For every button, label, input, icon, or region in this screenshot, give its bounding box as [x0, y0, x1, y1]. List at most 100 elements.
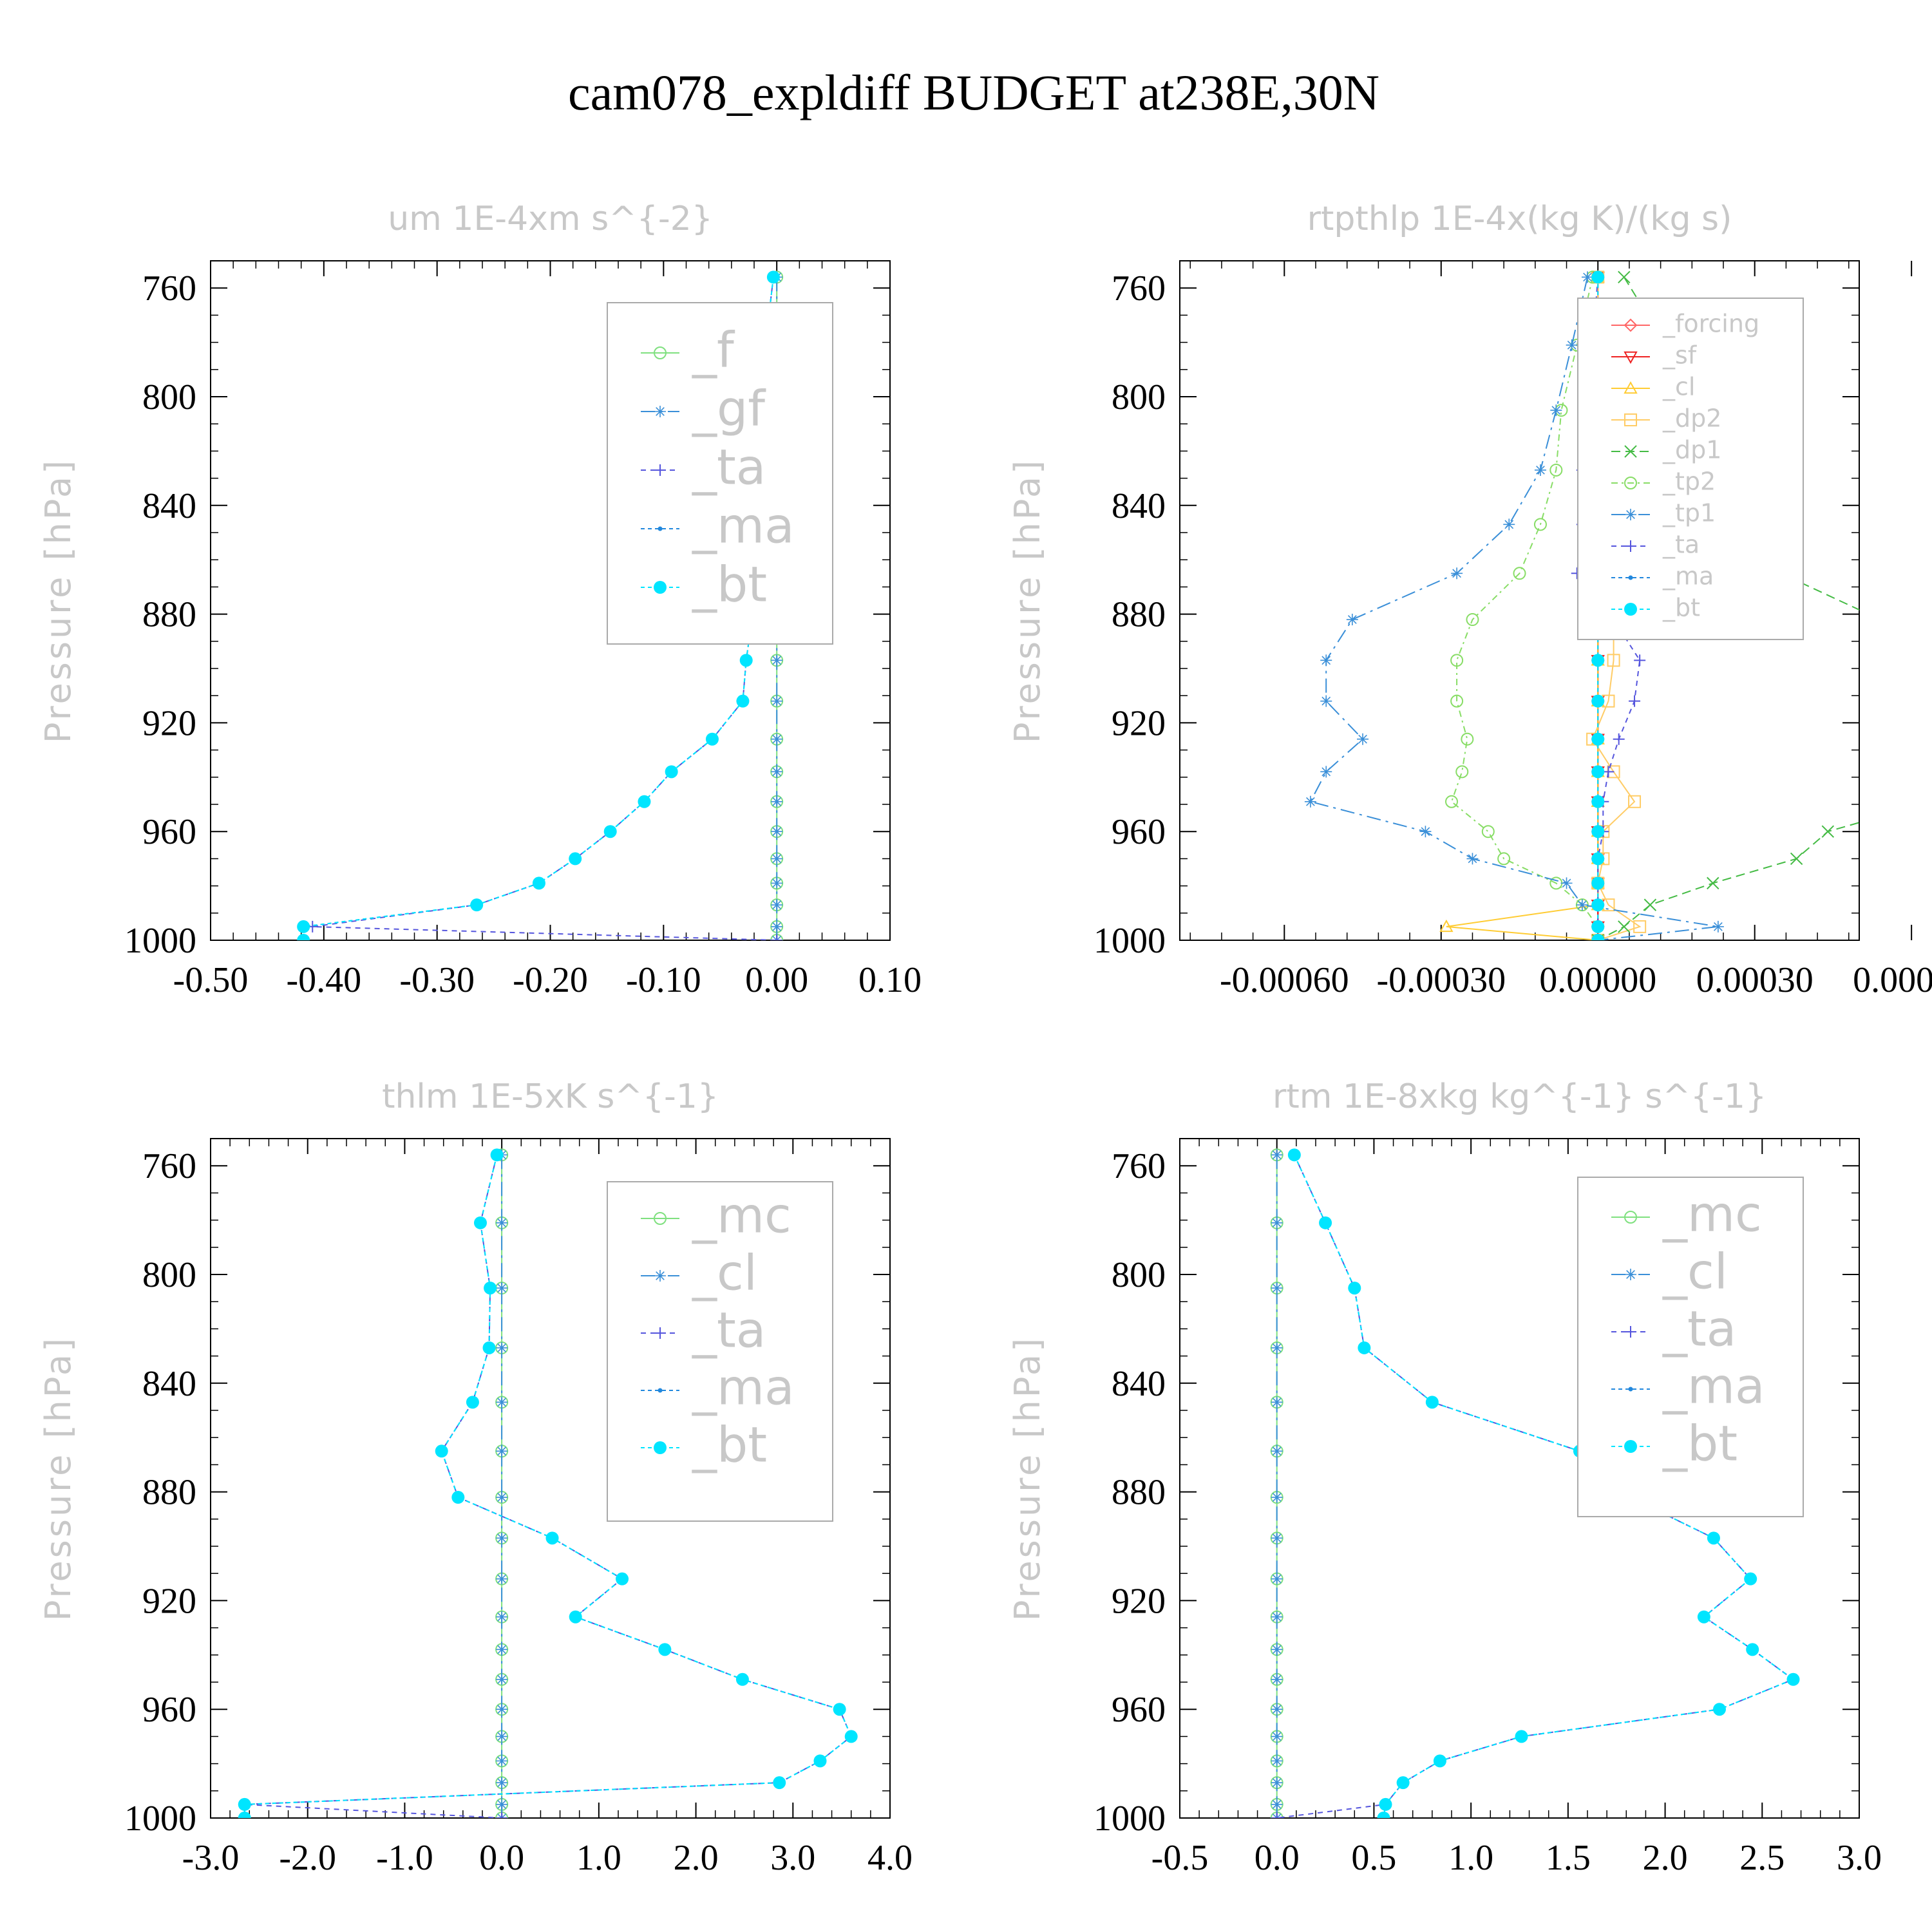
data-point [1271, 1573, 1283, 1585]
data-point [1271, 1217, 1283, 1229]
data-point [771, 877, 783, 889]
data-point [1271, 1445, 1283, 1457]
legend-entry: _bt [692, 555, 767, 612]
data-point [1271, 1149, 1283, 1161]
data-point [1419, 826, 1432, 838]
legend-marker [1624, 477, 1637, 489]
x-tick-label: -2.0 [279, 1838, 336, 1878]
data-point [496, 1673, 508, 1685]
data-point [1271, 1755, 1283, 1767]
data-point [1287, 1148, 1301, 1162]
data-point [833, 1703, 846, 1716]
data-point [435, 1444, 448, 1458]
legend-marker [1624, 413, 1637, 426]
data-point [482, 1341, 496, 1354]
series-tp1-line [1304, 271, 1724, 940]
legend-marker [654, 1212, 667, 1225]
x-tick-label: -0.5 [1151, 1838, 1209, 1878]
y-tick-label: 920 [142, 1581, 196, 1621]
legend-entry: _cl [1662, 1242, 1728, 1300]
data-point [1643, 898, 1657, 911]
data-point [1550, 404, 1562, 417]
y-tick-label: 880 [1112, 595, 1166, 635]
legend-marker [1624, 445, 1637, 458]
legend-marker [658, 526, 663, 531]
data-point [1712, 1703, 1726, 1716]
data-point [1271, 1703, 1283, 1716]
legend-entry: _ma [692, 1358, 795, 1416]
data-point [1357, 733, 1369, 745]
plot-area [1270, 1148, 1800, 1818]
legend: _mc_cl_ta_ma_bt [1577, 1177, 1804, 1517]
x-tick-label: 1.0 [1448, 1838, 1493, 1878]
legend-marker [654, 464, 666, 476]
legend-marker [654, 581, 667, 594]
data-point [1549, 463, 1563, 477]
data-point [496, 1217, 508, 1229]
data-point [616, 1572, 629, 1586]
x-tick-label: -0.30 [399, 960, 475, 1000]
data-point [1271, 1673, 1283, 1685]
panel-title: rtpthlp 1E-4x(kg K)/(kg s) [1307, 200, 1732, 238]
legend-marker [1625, 1269, 1636, 1280]
panels: um 1E-4xm s^{-2} Pressure [hPa] -0.50 -0.40… [38, 200, 1932, 1878]
data-point [496, 1396, 508, 1408]
data-point [490, 1148, 504, 1162]
series-path [1276, 1154, 1795, 1818]
data-point [1591, 270, 1605, 284]
legend-marker [1625, 540, 1636, 552]
data-point [1591, 732, 1605, 746]
y-tick-label: 960 [142, 812, 196, 852]
y-tick-label: 1000 [124, 1799, 196, 1839]
data-point [771, 795, 783, 808]
data-point [569, 852, 582, 866]
data-point [496, 1798, 508, 1810]
data-point [1534, 464, 1546, 476]
data-point [1358, 1341, 1371, 1354]
y-tick-label: 840 [1112, 486, 1166, 526]
data-point [484, 1282, 497, 1295]
legend-marker [1624, 1211, 1637, 1224]
x-tick-label: 0.0 [479, 1838, 524, 1878]
y-axis-label: Pressure [hPa] [38, 458, 79, 743]
legend-marker [1624, 351, 1638, 365]
data-point [1560, 877, 1573, 889]
data-point [238, 1812, 251, 1818]
data-point [1927, 796, 1932, 808]
data-point [1697, 1610, 1710, 1624]
series-bt-line [1287, 1148, 1800, 1818]
y-tick-label: 800 [142, 1255, 196, 1295]
data-point [1320, 695, 1332, 707]
data-point [496, 1341, 508, 1354]
data-point [496, 1730, 508, 1743]
data-point [1633, 920, 1647, 933]
data-point [658, 1643, 672, 1656]
legend-marker [1628, 1387, 1633, 1392]
y-axis-label: Pressure [hPa] [1007, 458, 1048, 743]
data-point [638, 795, 651, 808]
data-point [771, 766, 783, 778]
data-point [1613, 733, 1625, 745]
legend-marker [1625, 509, 1636, 520]
data-point [1271, 1798, 1283, 1810]
data-point [1591, 765, 1605, 779]
data-point [496, 1703, 508, 1716]
data-point [1319, 1216, 1332, 1229]
series-path [1450, 277, 1599, 940]
legend-marker [654, 1441, 667, 1454]
series-bt-line [238, 1148, 858, 1818]
data-point [297, 934, 310, 940]
legend-entry: _bt [1662, 594, 1700, 622]
data-point [1503, 518, 1515, 531]
data-point [1566, 339, 1578, 351]
data-point [1346, 614, 1358, 626]
data-point [451, 1491, 465, 1504]
data-point [1513, 567, 1526, 580]
data-point [705, 732, 719, 746]
y-tick-label: 960 [1112, 1690, 1166, 1730]
legend-entry: _dp1 [1662, 436, 1721, 464]
data-point [736, 694, 750, 708]
data-point [1271, 1396, 1283, 1408]
data-point [1439, 919, 1454, 933]
y-axis-label: Pressure [hPa] [1007, 1336, 1048, 1621]
